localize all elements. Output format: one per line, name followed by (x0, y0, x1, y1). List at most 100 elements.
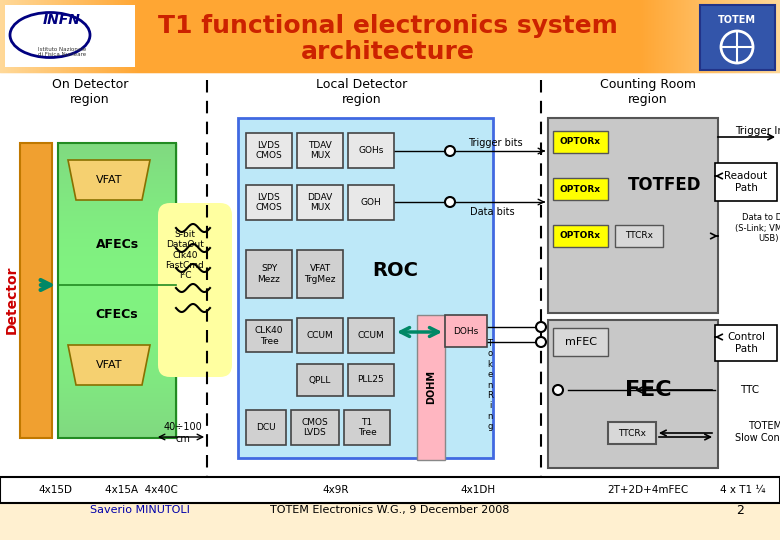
Bar (58, 143, 176, 438)
Text: CLK40
Tree: CLK40 Tree (255, 326, 283, 346)
Text: TTCRx: TTCRx (618, 429, 646, 437)
Bar (615, 225, 663, 247)
Text: architecture: architecture (301, 40, 475, 64)
Circle shape (536, 322, 546, 332)
Text: Data bits: Data bits (470, 207, 514, 217)
Text: TOTFED: TOTFED (628, 176, 702, 194)
Text: AFECs: AFECs (95, 239, 139, 252)
Text: GOH: GOH (360, 198, 381, 207)
Text: 40÷100
cm: 40÷100 cm (164, 422, 202, 444)
Text: TOTEM
Slow Control: TOTEM Slow Control (735, 421, 780, 443)
Text: 4x9R: 4x9R (322, 485, 349, 495)
Polygon shape (68, 345, 150, 385)
Text: DDAV
MUX: DDAV MUX (307, 193, 332, 212)
Bar (445, 315, 487, 347)
Circle shape (445, 197, 455, 207)
Bar (246, 410, 286, 445)
Bar (20, 143, 52, 438)
Text: ROC: ROC (372, 260, 418, 280)
Text: Control
Path: Control Path (727, 332, 765, 354)
Bar (553, 328, 608, 356)
Text: DOHM: DOHM (426, 370, 436, 404)
Text: Istituto Nazionale
di Fisica Nucleare: Istituto Nazionale di Fisica Nucleare (38, 46, 86, 57)
Bar (348, 364, 394, 396)
Text: CCUM: CCUM (307, 331, 333, 340)
Bar (297, 185, 343, 220)
Text: VFAT
TrgMez: VFAT TrgMez (304, 264, 335, 284)
Text: OPTORx: OPTORx (560, 138, 601, 146)
Text: 4x15A  4x40C: 4x15A 4x40C (105, 485, 178, 495)
Bar (246, 320, 292, 352)
Text: TTCRx: TTCRx (625, 232, 653, 240)
Text: 2T+2D+4mFEC: 2T+2D+4mFEC (607, 485, 688, 495)
Text: CCUM: CCUM (357, 331, 385, 340)
Text: LVDS
CMOS: LVDS CMOS (256, 193, 282, 212)
Text: OPTORx: OPTORx (560, 232, 601, 240)
Text: TTC: TTC (740, 385, 759, 395)
Bar (700, 5, 775, 70)
Text: S-bit
DataOut
Clk40
FastCmd
I²C: S-bit DataOut Clk40 FastCmd I²C (165, 230, 204, 280)
Text: Saverio MINUTOLI: Saverio MINUTOLI (90, 505, 190, 515)
Text: Trigger Info: Trigger Info (735, 126, 780, 136)
Bar (291, 410, 339, 445)
Text: On Detector
region: On Detector region (51, 78, 128, 106)
Text: SPY
Mezz: SPY Mezz (257, 264, 281, 284)
Bar (238, 118, 493, 458)
Bar (417, 315, 445, 460)
Bar (297, 133, 343, 168)
Text: T
o
k
e
n
R
i
n
g: T o k e n R i n g (487, 339, 493, 431)
Bar (548, 320, 718, 468)
Bar (0, 502, 780, 503)
Bar (297, 250, 343, 298)
Text: VFAT: VFAT (96, 360, 122, 370)
Bar (608, 422, 656, 444)
Bar (5, 5, 135, 67)
FancyBboxPatch shape (158, 203, 232, 377)
Bar (348, 318, 394, 353)
Text: Data to DAQ
(S-Link; VME; or
USB): Data to DAQ (S-Link; VME; or USB) (735, 213, 780, 243)
Bar (553, 225, 608, 247)
Text: 4x15D: 4x15D (38, 485, 72, 495)
Text: FEC: FEC (625, 380, 672, 400)
Bar (246, 133, 292, 168)
Text: Local Detector
region: Local Detector region (317, 78, 408, 106)
Bar (715, 325, 777, 361)
Bar (344, 410, 390, 445)
Bar (297, 318, 343, 353)
Text: TOTEM: TOTEM (718, 15, 756, 25)
Text: Detector: Detector (5, 266, 19, 334)
Bar (0, 502, 780, 540)
Polygon shape (68, 160, 150, 200)
Text: LVDS
CMOS: LVDS CMOS (256, 141, 282, 160)
Text: Readout
Path: Readout Path (725, 171, 768, 193)
Text: TOTEM Electronics W.G., 9 December 2008: TOTEM Electronics W.G., 9 December 2008 (271, 505, 509, 515)
Bar (246, 185, 292, 220)
Bar (0, 477, 780, 503)
Text: T1
Tree: T1 Tree (357, 418, 377, 437)
Text: PLL25: PLL25 (357, 375, 385, 384)
Text: CMOS
LVDS: CMOS LVDS (302, 418, 328, 437)
Text: DOHs: DOHs (453, 327, 479, 335)
Text: mFEC: mFEC (565, 337, 597, 347)
Bar (548, 118, 718, 313)
Bar (348, 185, 394, 220)
Bar (715, 163, 777, 201)
Text: T1 functional electronics system: T1 functional electronics system (158, 14, 618, 38)
Text: CFECs: CFECs (96, 308, 138, 321)
Text: 4x1DH: 4x1DH (460, 485, 495, 495)
Bar (0, 0, 780, 72)
Text: GOHs: GOHs (358, 146, 384, 155)
Circle shape (553, 385, 563, 395)
Bar (0, 72, 780, 540)
Circle shape (536, 337, 546, 347)
Bar (348, 133, 394, 168)
Text: DCU: DCU (256, 423, 276, 432)
Text: 2: 2 (736, 503, 744, 516)
Text: 4 x T1 ¼: 4 x T1 ¼ (720, 485, 765, 495)
Text: Counting Room
region: Counting Room region (600, 78, 696, 106)
Text: Trigger bits: Trigger bits (468, 138, 523, 148)
Text: INFN: INFN (43, 13, 81, 27)
Bar (246, 250, 292, 298)
Text: TDAV
MUX: TDAV MUX (308, 141, 332, 160)
Text: VFAT: VFAT (96, 175, 122, 185)
